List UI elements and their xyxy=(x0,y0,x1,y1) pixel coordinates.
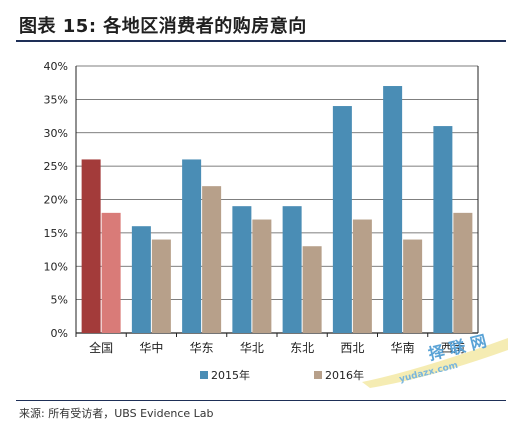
bar-2015 xyxy=(332,106,352,333)
source-divider xyxy=(16,400,506,401)
y-tick-label: 25% xyxy=(44,160,68,173)
bar-2016 xyxy=(403,239,423,333)
y-tick-label: 5% xyxy=(51,294,68,307)
x-tick-label: 东北 xyxy=(290,341,314,355)
title-divider xyxy=(16,40,506,42)
legend-swatch xyxy=(200,371,208,379)
watermark-url: yudazx.com xyxy=(398,361,459,385)
y-tick-label: 40% xyxy=(44,60,68,73)
y-tick-label: 30% xyxy=(44,127,68,140)
x-tick-label: 华南 xyxy=(391,340,415,355)
x-tick-label: 华北 xyxy=(240,341,264,355)
y-tick-label: 35% xyxy=(44,93,68,106)
bar-2016 xyxy=(453,212,473,333)
x-tick-label: 西南 xyxy=(441,340,465,355)
legend-swatch xyxy=(314,371,322,379)
bar-2016 xyxy=(252,219,272,333)
x-tick-label: 华中 xyxy=(139,340,163,355)
y-tick-label: 10% xyxy=(44,260,68,273)
bar-2016 xyxy=(101,212,121,333)
bar-chart: 0% 5% 10% 15% 20% 25% 30% 35% 40% 全国 华中 华东 华北 东北 西北 华南 西… xyxy=(44,60,479,382)
x-tick-label: 华东 xyxy=(190,341,214,355)
bar-2015 xyxy=(433,126,453,333)
y-tick-label: 15% xyxy=(44,227,68,240)
bar-2016 xyxy=(202,186,222,333)
x-tick-label: 西北 xyxy=(340,341,364,355)
source-note: 来源: 所有受访者，UBS Evidence Lab xyxy=(19,407,214,420)
x-tick-label: 全国 xyxy=(89,340,113,355)
legend-label: 2016年 xyxy=(325,368,364,382)
bar-2015 xyxy=(81,159,101,333)
bar-2015 xyxy=(182,159,202,333)
bar-2015 xyxy=(232,206,252,333)
bar-2015 xyxy=(131,226,151,333)
y-tick-label: 20% xyxy=(44,194,68,207)
chart-title: 图表 15: 各地区消费者的购房意向 xyxy=(19,16,307,37)
legend-label: 2015年 xyxy=(211,368,250,382)
bar-2016 xyxy=(352,219,372,333)
bar-2015 xyxy=(383,86,403,334)
watermark-logo: 择 联 网 yudazx.com xyxy=(362,331,508,388)
bar-2015 xyxy=(282,206,302,333)
bar-2016 xyxy=(151,239,171,333)
bar-2016 xyxy=(302,246,322,333)
y-tick-label: 0% xyxy=(51,327,68,340)
